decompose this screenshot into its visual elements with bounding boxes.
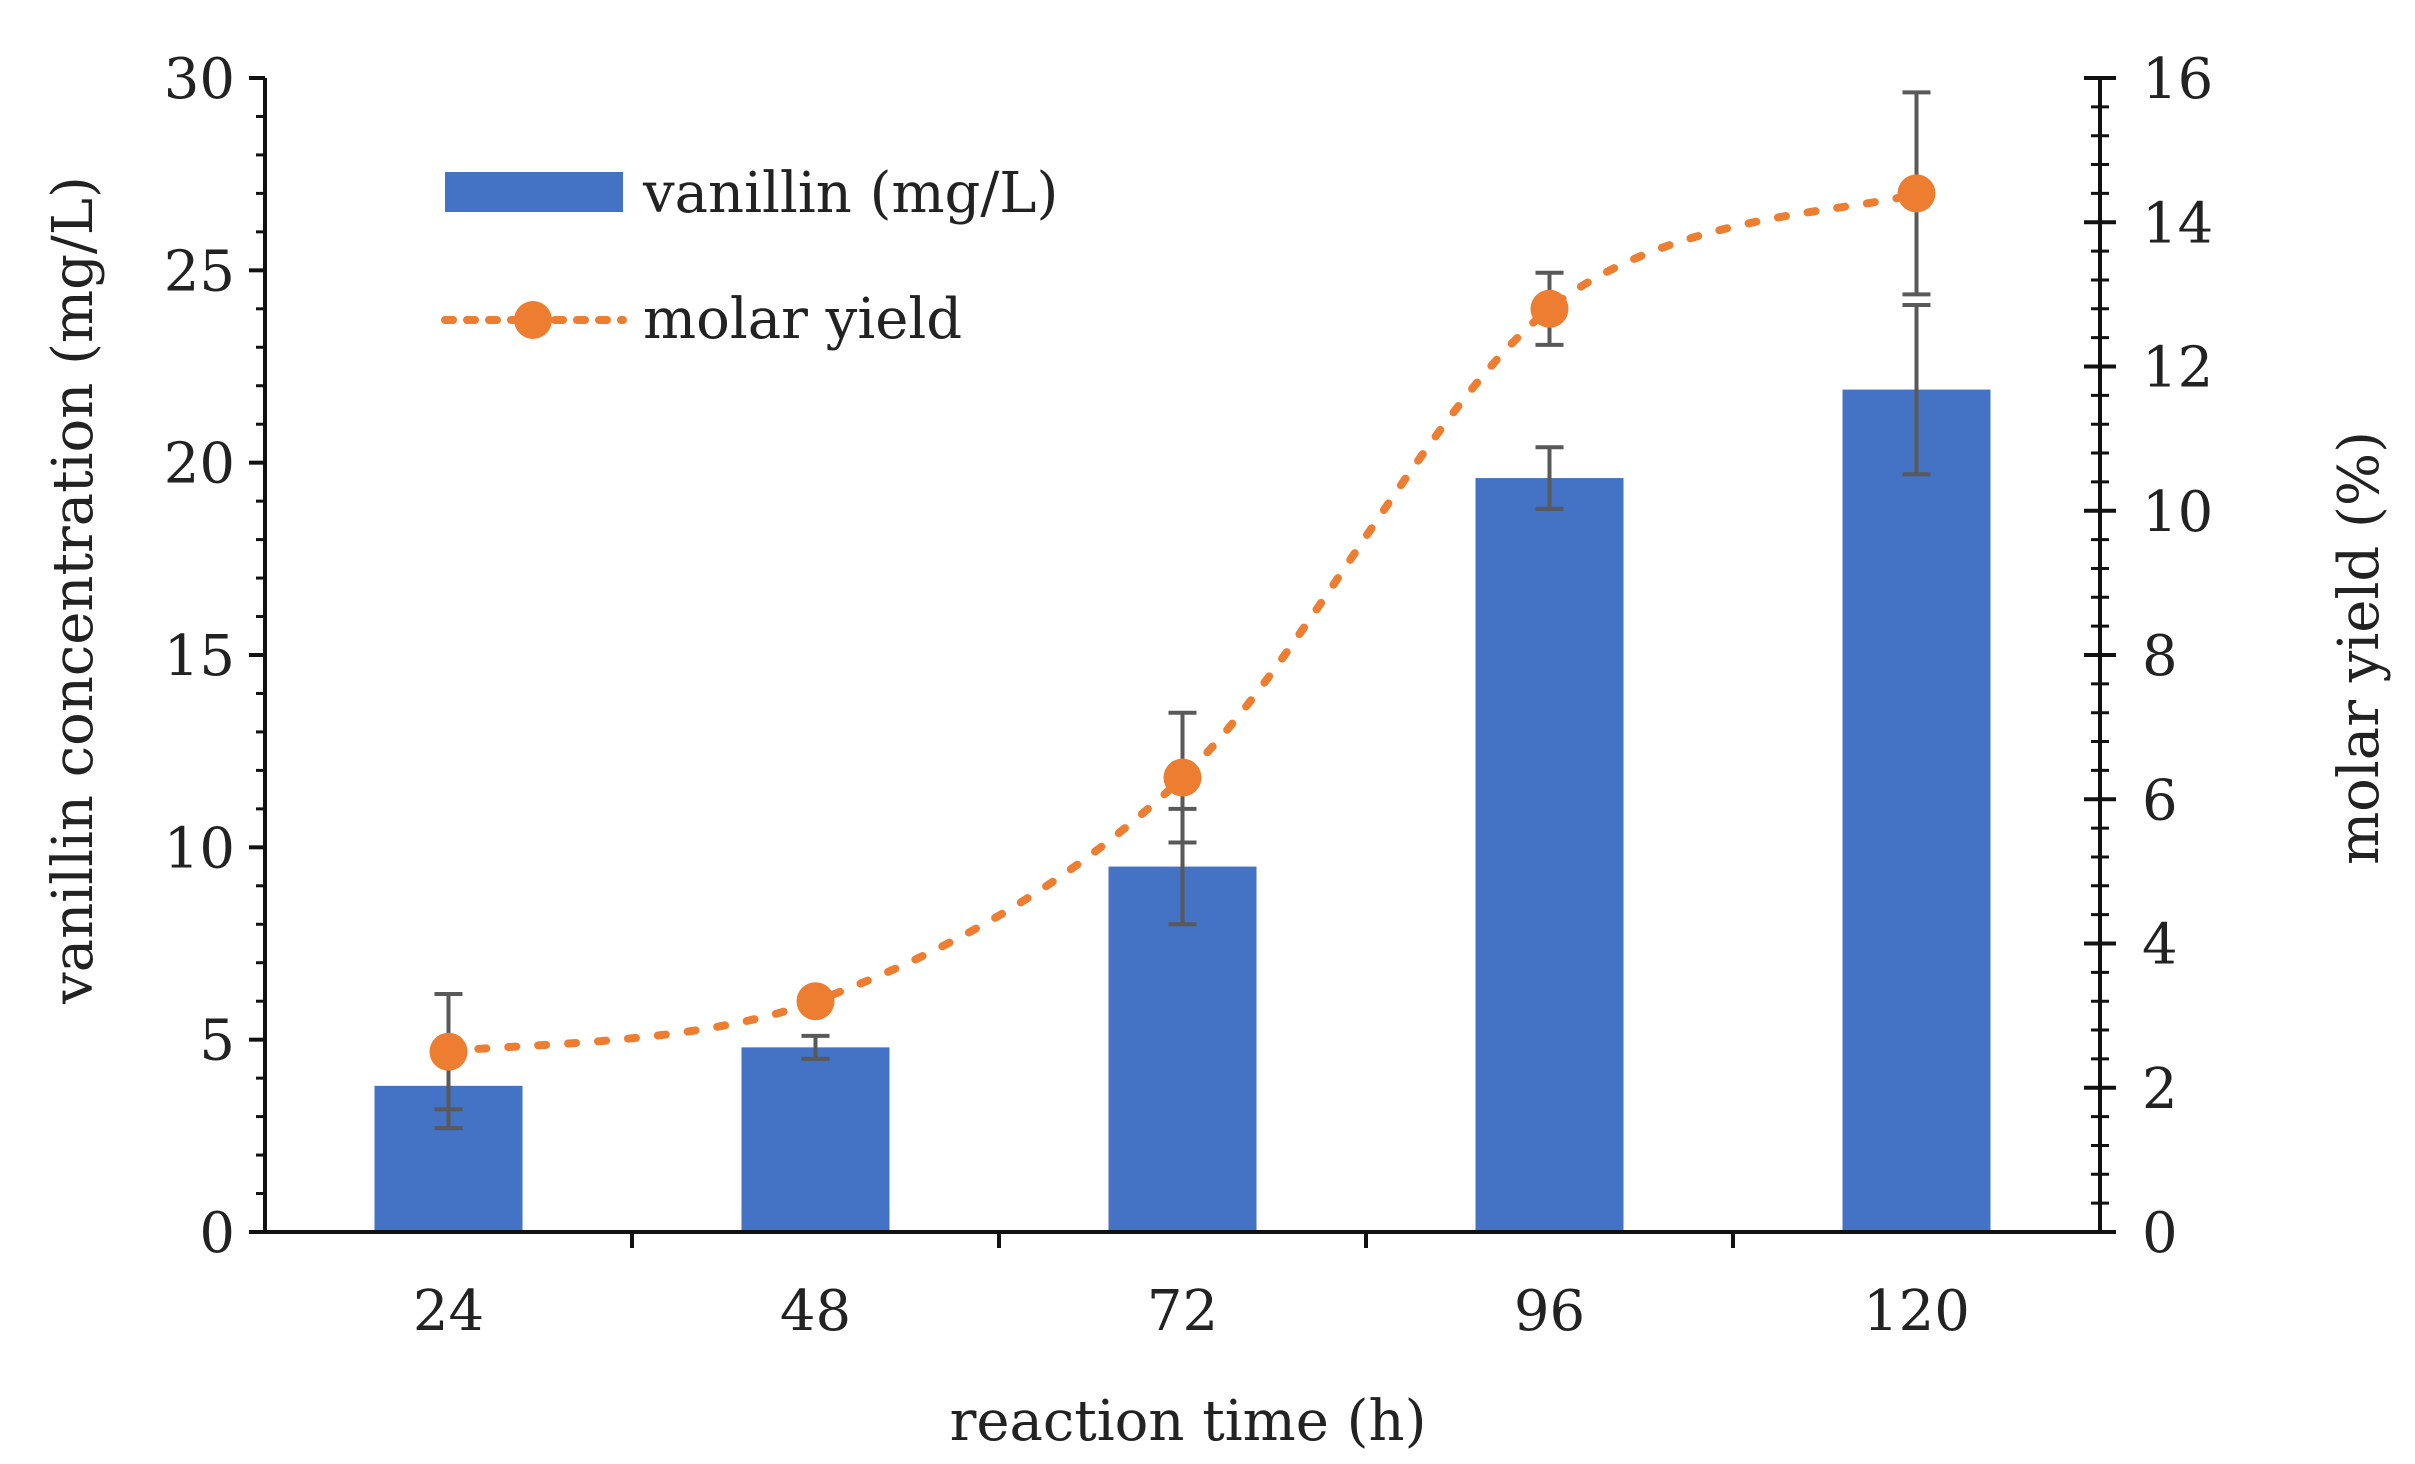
bar-72 (1108, 866, 1257, 1232)
legend-bar-label: vanillin (mg/L) (642, 161, 1058, 226)
y-tick-label: 20 (164, 432, 235, 497)
y2-tick-label: 16 (2142, 47, 2213, 112)
y-tick-label: 10 (164, 816, 235, 881)
point-48 (796, 982, 835, 1021)
bar-96 (1475, 478, 1624, 1232)
y-tick-label: 30 (164, 47, 235, 112)
x-tick-label-120: 120 (1863, 1279, 1970, 1344)
bar-error-48 (801, 1033, 830, 1061)
y2-tick-label: 4 (2142, 913, 2178, 978)
y-tick-label: 25 (164, 239, 235, 304)
y2-axis-title: molar yield (%) (2327, 431, 2392, 865)
x-tick-label-24: 24 (413, 1279, 484, 1344)
legend-line-label: molar yield (643, 287, 962, 352)
point-72 (1163, 758, 1202, 797)
y2-tick-label: 0 (2142, 1201, 2178, 1266)
y-tick-label: 0 (199, 1201, 235, 1266)
y-tick-label: 15 (164, 624, 235, 689)
molar-yield-line (444, 189, 1921, 1056)
x-tick-label-96: 96 (1514, 1279, 1585, 1344)
point-24 (429, 1032, 468, 1071)
y-axis-title: vanillin concentration (mg/L) (41, 176, 106, 1005)
y2-tick-label: 8 (2142, 624, 2178, 689)
y2-tick-label: 14 (2142, 191, 2213, 256)
legend-line-marker (514, 301, 552, 339)
bar-48 (741, 1047, 890, 1232)
bar-error-120 (1902, 302, 1931, 477)
axes-layer (249, 76, 2116, 1248)
line-layer (429, 90, 1936, 1112)
y2-tick-label: 12 (2142, 336, 2213, 401)
legend-bar-swatch (445, 172, 623, 212)
y-tick-label: 5 (199, 1009, 235, 1074)
bar-120 (1842, 389, 1991, 1233)
bar-error-96 (1535, 445, 1564, 511)
x-tick-label-72: 72 (1147, 1279, 1218, 1344)
x-tick-label-48: 48 (780, 1279, 851, 1344)
y2-tick-label: 10 (2142, 480, 2213, 545)
point-96 (1530, 289, 1569, 328)
y2-tick-label: 2 (2142, 1057, 2178, 1122)
bars-layer (374, 302, 1991, 1233)
point-120 (1897, 174, 1936, 213)
x-axis-title: reaction time (h) (950, 1389, 1427, 1454)
y2-tick-label: 6 (2142, 768, 2178, 833)
legend: vanillin (mg/L) molar yield (441, 161, 1058, 352)
